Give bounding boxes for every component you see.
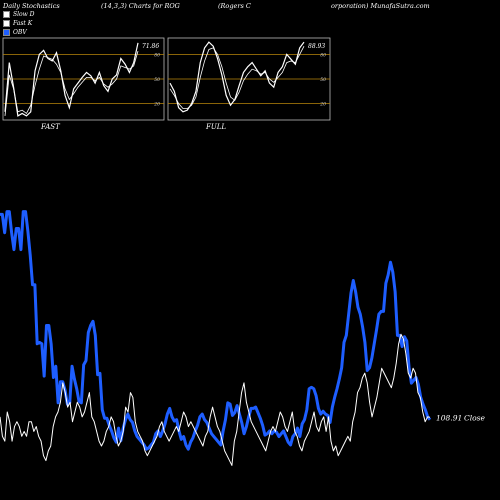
level-tick-label: 20	[319, 102, 326, 108]
title-indicator: Daily Stochastics	[3, 2, 60, 10]
stoch-last-value-1: 71.86	[142, 43, 159, 50]
legend-swatch	[3, 29, 10, 36]
legend-item-obv: OBV	[3, 28, 35, 37]
obv-line	[0, 210, 432, 451]
stoch-panel-2-title: FULL	[205, 123, 226, 131]
close-last-value: 108.91	[436, 413, 462, 422]
stoch-line-2-1	[169, 46, 305, 109]
legend-label: Fast K	[13, 20, 33, 27]
stoch-line-1-1	[4, 51, 139, 116]
level-tick-label: 80	[320, 52, 326, 58]
stoch-last-value-2: 88.93	[308, 43, 325, 50]
close-price-line	[0, 333, 431, 466]
level-tick-label: 50	[320, 77, 326, 83]
stoch-line-1-0	[4, 42, 139, 117]
title-charts-for: (14,3,3) Charts for ROG	[101, 2, 180, 10]
legend-label: OBV	[13, 29, 27, 36]
stoch-line-2-0	[169, 41, 305, 113]
stoch-panel-1-title: FAST	[40, 123, 61, 131]
close-label: Close	[464, 413, 486, 422]
title-company-part2: orporation) MunafaSutra.com	[331, 2, 430, 10]
level-tick-label: 50	[154, 77, 160, 83]
legend-label: Slow D	[13, 11, 35, 18]
level-tick-label: 80	[154, 52, 160, 58]
level-tick-label: 20	[153, 102, 160, 108]
legend-item-fast-k: Fast K	[3, 19, 35, 28]
legend: Slow D Fast K OBV	[3, 10, 35, 37]
legend-swatch	[3, 20, 10, 27]
title-company-part1: (Rogers C	[218, 2, 251, 10]
legend-item-slow-d: Slow D	[3, 10, 35, 19]
legend-swatch	[3, 11, 10, 18]
